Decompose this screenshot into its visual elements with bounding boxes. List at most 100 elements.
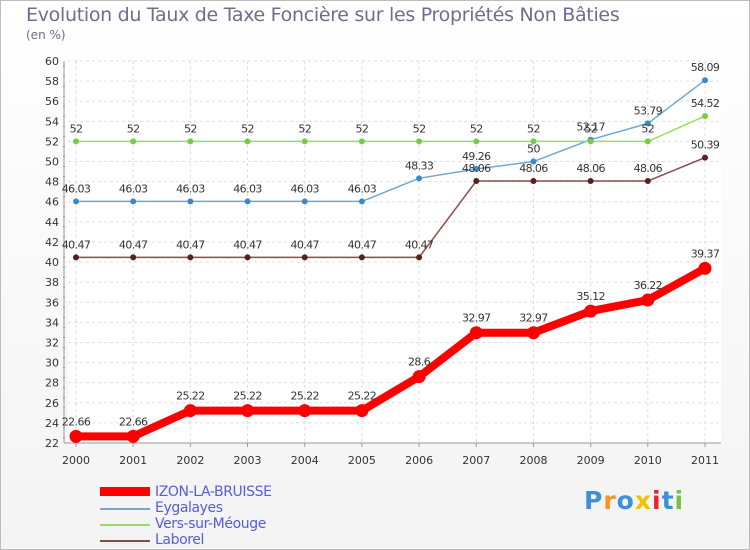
legend-swatch-izon-la-bruisse: [100, 487, 150, 496]
data-label: 53.79: [634, 104, 663, 117]
data-point: [644, 178, 651, 185]
x-tick-label: 2010: [634, 454, 662, 467]
y-tick-label: 48: [45, 176, 59, 189]
data-label: 48.06: [519, 162, 548, 175]
data-point: [530, 178, 537, 185]
data-point: [301, 254, 308, 261]
legend-label-vers-sur-meouge: Vers-sur-Méouge: [155, 516, 266, 532]
y-tick-label: 24: [45, 417, 59, 430]
data-label: 52: [356, 122, 369, 135]
data-label: 49.26: [462, 150, 491, 163]
y-axis-unit-label: (en %): [26, 28, 66, 42]
data-point: [73, 254, 79, 261]
data-label: 54.52: [691, 97, 720, 110]
data-point: [187, 254, 194, 261]
data-label: 52.17: [576, 121, 605, 134]
data-label: 40.47: [176, 238, 205, 251]
y-tick-label: 46: [45, 196, 59, 209]
data-point: [298, 404, 312, 418]
data-label: 40.47: [62, 238, 91, 251]
x-tick-label: 2007: [462, 454, 490, 467]
logo-letter: x: [634, 486, 652, 515]
data-point: [412, 370, 426, 384]
data-label: 39.37: [691, 247, 720, 260]
data-point: [530, 158, 537, 165]
logo-letter: P: [584, 486, 604, 515]
data-label: 48.06: [634, 162, 663, 175]
data-point: [244, 254, 251, 261]
legend-swatch-laborel: [100, 540, 150, 542]
data-label: 25.22: [290, 390, 319, 403]
legend-swatch-eygalayes: [100, 508, 150, 510]
data-label: 40.47: [405, 238, 434, 251]
logo-letter: r: [603, 486, 617, 515]
data-label: 22.66: [62, 415, 91, 428]
data-point: [130, 198, 137, 205]
y-tick-label: 50: [45, 156, 59, 169]
data-point: [473, 178, 480, 185]
data-point: [244, 198, 251, 205]
x-tick-label: 2001: [119, 454, 147, 467]
data-point: [584, 304, 598, 318]
data-point: [187, 198, 194, 205]
data-label: 46.03: [348, 182, 377, 195]
logo-letter: i: [652, 486, 662, 515]
data-label: 40.47: [233, 238, 262, 251]
data-label: 52: [298, 122, 311, 135]
data-point: [702, 77, 708, 84]
data-label: 48.33: [405, 159, 434, 172]
data-label: 48.06: [576, 162, 605, 175]
data-label: 46.03: [62, 182, 91, 195]
y-tick-label: 54: [45, 115, 59, 128]
x-tick-label: 2003: [234, 454, 262, 467]
series-line-eygalayes: [75, 79, 706, 203]
y-tick-label: 42: [45, 236, 59, 249]
proxiti-logo: Proxiti: [584, 486, 684, 515]
data-point: [126, 429, 140, 443]
y-tick-label: 60: [45, 55, 59, 68]
x-tick-label: 2000: [62, 454, 90, 467]
data-point: [526, 326, 540, 340]
data-point: [73, 138, 79, 145]
data-label: 40.47: [290, 238, 319, 251]
y-tick-label: 36: [45, 296, 59, 309]
data-label: 46.03: [233, 182, 262, 195]
data-point: [187, 138, 194, 145]
data-label: 46.03: [290, 182, 319, 195]
data-label: 52: [527, 122, 540, 135]
data-point: [358, 138, 365, 145]
legend-label-izon-la-bruisse: IZON-LA-BRUISSE: [155, 484, 272, 500]
y-tick-label: 26: [45, 397, 59, 410]
data-point: [644, 120, 651, 127]
data-point: [530, 138, 537, 145]
logo-letter: i: [674, 486, 685, 515]
y-tick-label: 58: [45, 75, 59, 88]
data-label: 48.06: [462, 162, 491, 175]
y-tick-label: 56: [45, 95, 59, 108]
data-point: [702, 154, 708, 161]
data-label: 52: [470, 122, 483, 135]
data-point: [73, 198, 79, 205]
x-tick-label: 2005: [348, 454, 376, 467]
data-label: 46.03: [119, 182, 148, 195]
data-point: [641, 293, 655, 307]
data-label: 46.03: [176, 182, 205, 195]
data-point: [241, 404, 255, 418]
data-label: 22.66: [119, 415, 148, 428]
data-label: 58.09: [691, 61, 720, 74]
data-label: 52: [184, 122, 197, 135]
data-label: 52: [413, 122, 426, 135]
data-point: [587, 178, 594, 185]
data-label: 25.22: [233, 390, 262, 403]
data-point: [355, 404, 369, 418]
x-tick-label: 2002: [176, 454, 204, 467]
data-point: [644, 138, 651, 145]
y-tick-label: 34: [45, 316, 59, 329]
x-tick-label: 2009: [577, 454, 605, 467]
x-tick-label: 2004: [291, 454, 319, 467]
data-label: 25.22: [348, 390, 377, 403]
y-tick-label: 22: [45, 437, 59, 450]
data-label: 28.6: [408, 356, 431, 369]
data-label: 36.22: [634, 279, 663, 292]
data-label: 32.97: [519, 312, 548, 325]
